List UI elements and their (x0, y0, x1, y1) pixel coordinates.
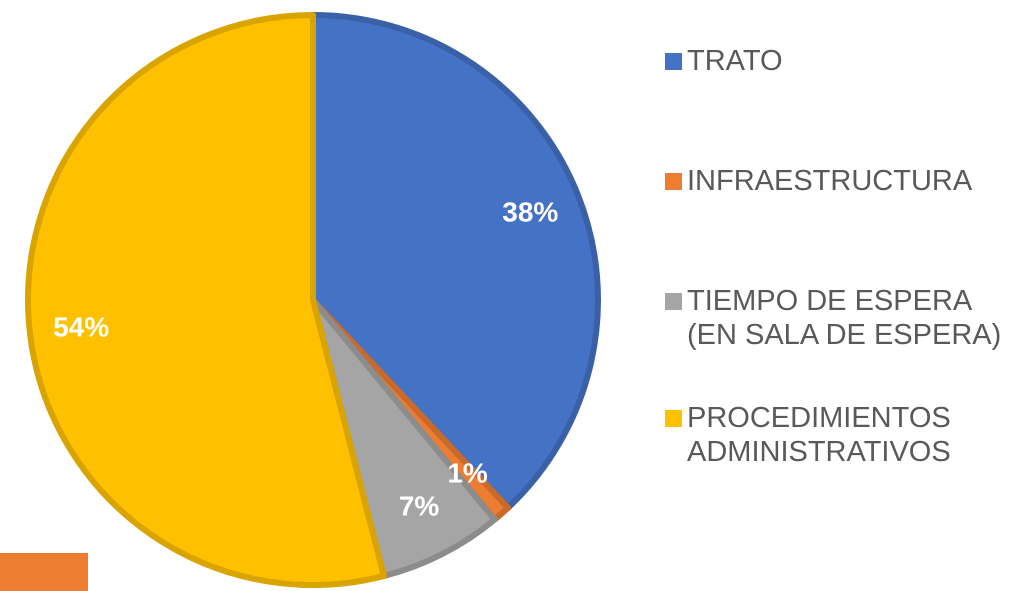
legend-swatch (665, 410, 682, 427)
legend-swatch (665, 173, 682, 190)
legend-swatch (665, 293, 682, 310)
data-label: 1% (447, 458, 488, 489)
data-label: 7% (399, 491, 440, 522)
legend-entry: TRATO (665, 44, 1015, 78)
data-label: 54% (53, 312, 109, 343)
legend-label: INFRAESTRUCTURA (687, 165, 973, 197)
legend-swatch (665, 53, 682, 70)
legend-label: PROCEDIMIENTOS ADMINISTRATIVOS (687, 402, 951, 468)
legend-label: TRATO (687, 45, 783, 77)
decor-block (0, 553, 88, 591)
pie-slice (25, 12, 387, 588)
legend-entry: INFRAESTRUCTURA (665, 164, 1015, 198)
legend-entry: PROCEDIMIENTOS ADMINISTRATIVOS (665, 401, 1015, 469)
legend-entry: TIEMPO DE ESPERA (EN SALA DE ESPERA) (665, 284, 1015, 352)
legend-label: TIEMPO DE ESPERA (EN SALA DE ESPERA) (687, 285, 1002, 351)
pie-slice (310, 12, 601, 511)
data-label: 38% (502, 196, 558, 227)
